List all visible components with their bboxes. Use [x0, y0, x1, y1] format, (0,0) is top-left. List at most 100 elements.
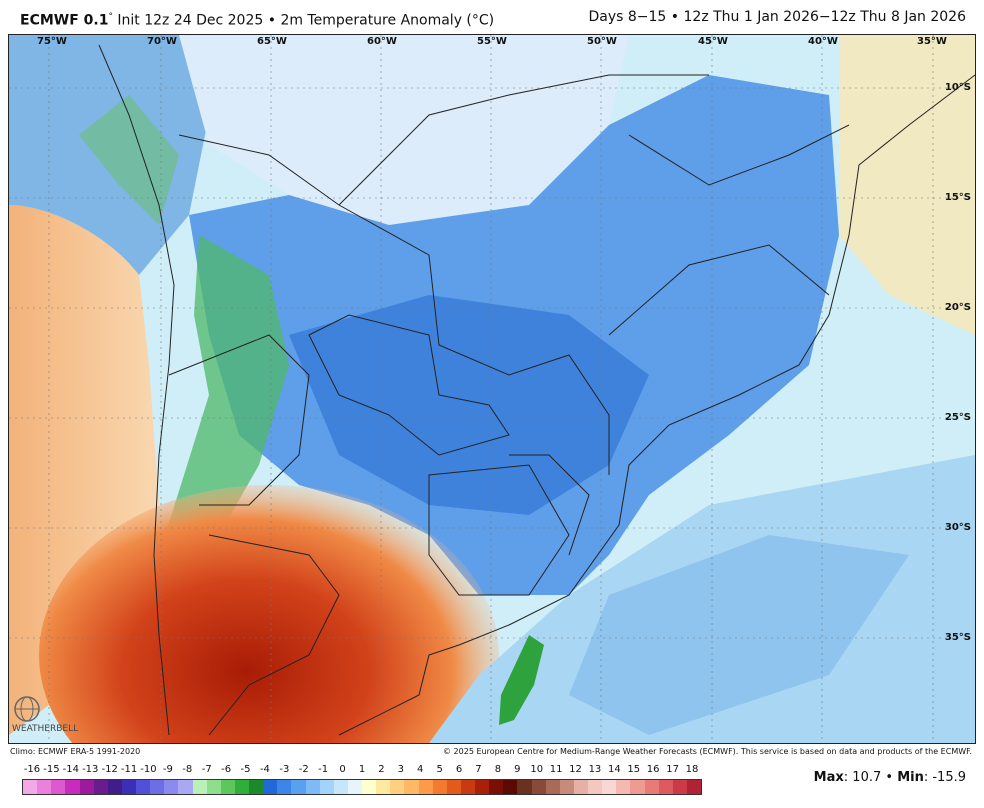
- legend-tick-label: -6: [221, 764, 232, 775]
- legend-swatch: [347, 780, 362, 794]
- legend-swatch: [319, 780, 334, 794]
- legend-swatch: [616, 780, 631, 794]
- lon-label: 45°W: [698, 36, 728, 47]
- legend-swatch: [121, 780, 136, 794]
- legend-tick-label: 15: [627, 764, 641, 775]
- legend-swatch: [517, 780, 532, 794]
- legend-swatch: [277, 780, 292, 794]
- legend-tick-label: 16: [646, 764, 660, 775]
- legend-tick-label: -16: [23, 764, 41, 775]
- title-left: ECMWF 0.1° Init 12z 24 Dec 2025 • 2m Tem…: [20, 12, 495, 29]
- legend-tick-label: -1: [318, 764, 329, 775]
- globe-icon: [14, 696, 40, 722]
- lon-label: 70°W: [147, 36, 177, 47]
- legend-tick-label: -7: [201, 764, 212, 775]
- legend-swatch: [404, 780, 419, 794]
- legend-swatch: [234, 780, 249, 794]
- legend-swatch: [192, 780, 207, 794]
- legend-swatch: [658, 780, 673, 794]
- legend-swatch: [249, 780, 264, 794]
- lat-label: 10°S: [944, 82, 971, 93]
- anomaly-map: 75°W 70°W 65°W 60°W 55°W 50°W 45°W 40°W …: [8, 34, 976, 744]
- legend-swatch: [672, 780, 687, 794]
- legend-swatch: [178, 780, 193, 794]
- valid-period: Days 8−15 • 12z Thu 1 Jan 2026−12z Thu 8…: [588, 9, 967, 25]
- legend-swatch: [588, 780, 603, 794]
- legend-swatch: [150, 780, 165, 794]
- legend-swatch: [107, 780, 122, 794]
- lon-label: 55°W: [477, 36, 507, 47]
- legend-swatch: [93, 780, 108, 794]
- min-label: Min: [897, 770, 924, 785]
- legend-tick-label: 13: [588, 764, 602, 775]
- lon-label: 50°W: [587, 36, 617, 47]
- legend-tick-label: -15: [43, 764, 60, 775]
- legend-tick-label: -13: [82, 764, 99, 775]
- legend-swatch: [362, 780, 377, 794]
- legend-tick-label: 5: [436, 764, 443, 775]
- legend-tick-label: 0: [339, 764, 346, 775]
- title-text: Init 12z 24 Dec 2025 • 2m Temperature An…: [112, 12, 495, 29]
- legend-swatch: [333, 780, 348, 794]
- legend-swatch: [65, 780, 80, 794]
- legend-swatch: [460, 780, 475, 794]
- lat-label: 20°S: [944, 302, 971, 313]
- legend-labels: -16 -15 -14 -13 -12 -11 -10 -9 -8 -7 -6 -5 -4 -3 -2 -1 0…: [22, 764, 702, 777]
- lon-label: 40°W: [808, 36, 838, 47]
- lon-label: 75°W: [37, 36, 67, 47]
- legend-swatch: [220, 780, 235, 794]
- legend-swatch: [531, 780, 546, 794]
- legend-tick-label: 3: [397, 764, 404, 775]
- lon-label: 65°W: [257, 36, 287, 47]
- max-value: : 10.7: [843, 770, 882, 785]
- max-label: Max: [813, 770, 844, 785]
- legend-tick-label: -14: [62, 764, 79, 775]
- legend-swatch: [51, 780, 66, 794]
- legend-swatch: [602, 780, 617, 794]
- legend-swatch: [644, 780, 659, 794]
- legend-tick-label: 8: [494, 764, 502, 775]
- legend-tick-label: 12: [569, 764, 582, 775]
- climo-credit: Climo: ECMWF ERA-5 1991-2020: [10, 747, 141, 756]
- legend-swatch: [164, 780, 179, 794]
- map-canvas: [9, 35, 975, 743]
- legend-swatch: [390, 780, 405, 794]
- legend-swatch: [23, 780, 38, 794]
- legend-tick-label: -8: [182, 764, 193, 775]
- ecmwf-credit: © 2025 European Centre for Medium-Range …: [443, 747, 972, 756]
- legend-swatch: [418, 780, 433, 794]
- legend-tick-label: -10: [140, 764, 157, 775]
- legend-swatch: [305, 780, 320, 794]
- legend-colorbar: [22, 779, 702, 795]
- legend-swatch: [37, 780, 52, 794]
- legend-swatch: [291, 780, 306, 794]
- legend-swatch: [432, 780, 447, 794]
- legend-swatch: [573, 780, 588, 794]
- legend-tick-label: -5: [240, 764, 251, 775]
- legend-tick-label: 11: [549, 764, 563, 775]
- lat-label: 25°S: [944, 412, 971, 423]
- map-header: ECMWF 0.1° Init 12z 24 Dec 2025 • 2m Tem…: [0, 0, 984, 34]
- legend-swatch: [206, 780, 221, 794]
- credits-bar: Climo: ECMWF ERA-5 1991-2020 © 2025 Euro…: [8, 745, 976, 759]
- logo-text: WEATHERBELL: [12, 724, 79, 734]
- model-name: ECMWF 0.1: [20, 12, 109, 29]
- legend-swatch: [475, 780, 490, 794]
- legend-tick-label: 2: [378, 764, 385, 775]
- legend-tick-label: 9: [514, 764, 521, 775]
- max-min-stats: Max: 10.7 • Min: -15.9: [813, 770, 966, 785]
- weatherbell-logo: WEATHERBELL: [12, 694, 102, 734]
- legend-tick-label: -12: [101, 764, 118, 775]
- lon-label: 35°W: [917, 36, 947, 47]
- legend-swatch: [559, 780, 574, 794]
- legend-tick-label: 4: [417, 764, 424, 775]
- legend-swatch: [489, 780, 504, 794]
- legend-tick-label: -11: [120, 764, 138, 775]
- legend-swatch: [503, 780, 518, 794]
- legend-tick-label: -3: [279, 764, 290, 775]
- legend-swatch: [136, 780, 151, 794]
- lat-label: 30°S: [944, 522, 971, 533]
- legend-tick-label: -4: [259, 764, 270, 775]
- legend-tick-label: 14: [607, 764, 621, 775]
- legend-tick-label: 18: [685, 764, 699, 775]
